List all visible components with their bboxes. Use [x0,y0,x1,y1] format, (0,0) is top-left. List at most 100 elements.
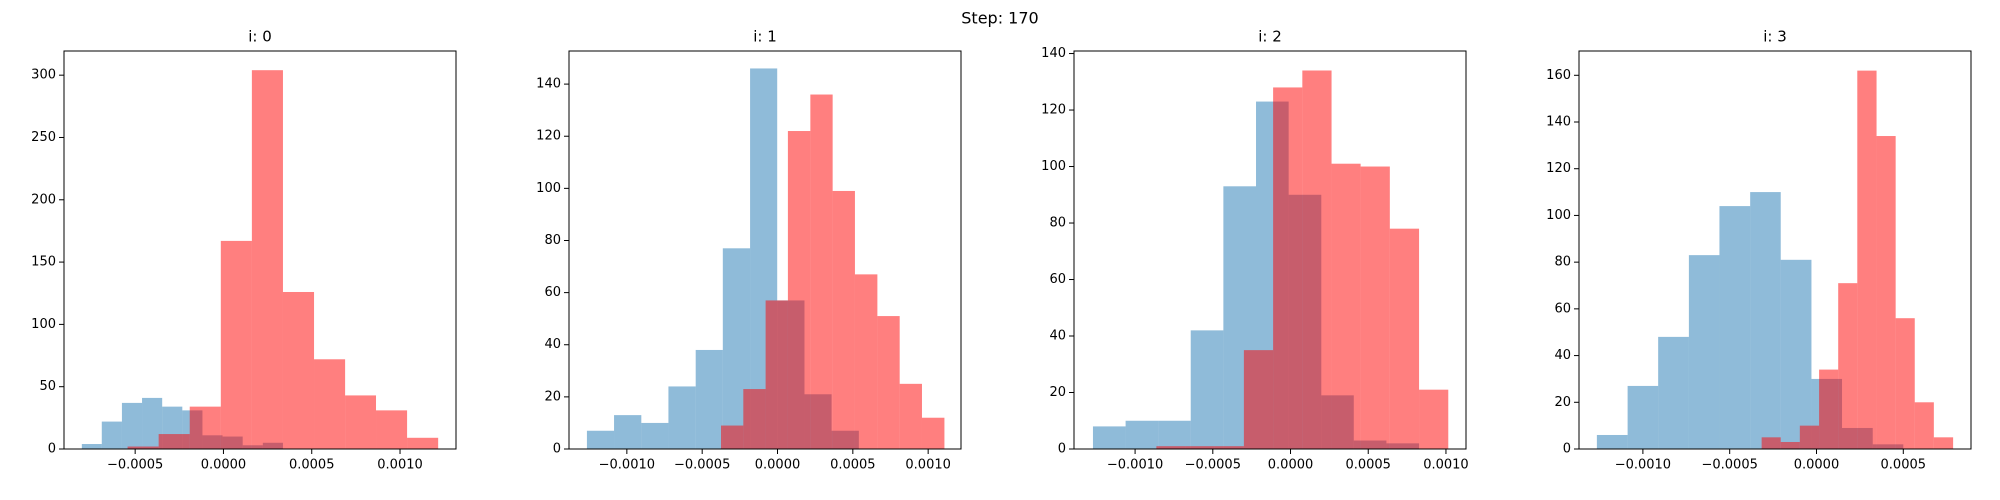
histogram-bar [832,190,855,449]
x-tick-label: 0.0000 [201,458,247,473]
histogram-bar [921,417,945,449]
histogram-bar [220,240,252,449]
histogram-bar [81,444,102,449]
histogram-bar [158,434,190,449]
y-tick-label: 100 [31,317,56,332]
histogram-bar [1780,259,1812,449]
x-tick-label: 0.0010 [377,458,423,473]
histogram-bar [765,300,788,449]
y-tick-label: 100 [1546,208,1571,223]
x-tick-label: −0.0005 [1185,458,1241,473]
y-tick-label: 120 [1546,161,1571,176]
y-tick-label: 20 [1554,395,1571,410]
x-tick-label: 0.0010 [905,458,951,473]
x-tick-label: 0.0000 [755,458,801,473]
histogram-bar [1750,192,1781,449]
histogram-bar [376,410,408,449]
histogram-bar [1719,206,1751,449]
histogram-bar [1190,330,1224,449]
histogram-bar [142,397,163,449]
y-tick-label: 50 [39,379,56,394]
histogram-bar [641,422,669,449]
y-tick-label: 150 [31,255,56,270]
y-tick-label: 80 [544,233,561,248]
histogram-bar [899,383,922,449]
y-tick-label: 60 [1554,301,1571,316]
histogram-bar [743,389,766,449]
subplot-title: i: 0 [248,28,272,46]
x-tick-label: 0.0005 [1345,458,1391,473]
histogram-bar [668,386,696,449]
figure-title: Step: 170 [961,9,1038,28]
histogram-bar [1799,425,1820,449]
histogram-bar [877,316,900,449]
y-tick-label: 0 [1058,442,1066,457]
histogram-bar [1933,437,1954,449]
x-tick-label: 0.0000 [1268,458,1314,473]
y-tick-label: 20 [544,389,561,404]
y-tick-label: 20 [1049,385,1066,400]
x-tick-label: 0.0005 [289,458,335,473]
histogram-bar [189,406,221,449]
y-tick-label: 100 [536,181,561,196]
y-tick-label: 100 [1041,159,1066,174]
histogram-bar [695,349,723,449]
x-tick-label: −0.0010 [1615,458,1671,473]
y-tick-label: 140 [1546,115,1571,130]
x-tick-label: 0.0005 [1881,458,1927,473]
histogram-bar [1331,163,1361,450]
histogram-bar [586,430,615,449]
histogram-bar [1761,437,1781,449]
y-tick-label: 80 [1049,216,1066,231]
x-tick-label: 0.0000 [1794,458,1840,473]
y-tick-label: 0 [1563,442,1571,457]
axes-frame [1578,50,1972,450]
histogram-bar [721,425,744,449]
x-tick-label: −0.0010 [599,458,655,473]
histogram-bar [1243,350,1274,449]
y-tick-label: 140 [1041,46,1066,61]
axes-frame [63,50,457,450]
histogram-bar [1688,255,1720,449]
x-tick-label: 0.0010 [1423,458,1469,473]
histogram-bar [1914,402,1934,449]
y-tick-label: 40 [1554,348,1571,363]
histogram-bar [1895,318,1915,449]
y-tick-label: 200 [31,192,56,207]
x-tick-label: −0.0005 [674,458,730,473]
histogram-bar [1596,434,1628,449]
histogram-bar [1876,136,1896,449]
y-tick-label: 120 [1041,103,1066,118]
histogram-bar [810,94,833,450]
y-tick-label: 60 [1049,272,1066,287]
histogram-bar [1360,166,1390,450]
histogram-bar [1302,70,1332,449]
y-tick-label: 60 [544,285,561,300]
y-tick-label: 120 [536,129,561,144]
histogram-bar [1273,87,1303,450]
histogram-bar [1627,385,1659,449]
y-tick-label: 300 [31,68,56,83]
y-tick-label: 0 [48,442,56,457]
subplot-title: i: 3 [1763,28,1787,46]
histogram-bar [127,446,159,449]
histogram-bar [121,402,143,449]
x-tick-label: −0.0010 [1107,458,1163,473]
y-tick-label: 250 [31,130,56,145]
subplot-title: i: 2 [1258,28,1282,46]
subplot-title: i: 1 [753,28,777,46]
histogram-bar [1158,420,1191,449]
histogram-bar [345,395,377,449]
y-tick-label: 160 [1546,68,1571,83]
y-tick-label: 80 [1554,255,1571,270]
y-tick-label: 0 [553,442,561,457]
histogram-bar [282,291,315,449]
histogram-bar [407,437,439,449]
histogram-bar [1214,446,1244,449]
histogram-bar [314,359,346,449]
x-tick-label: 0.0005 [830,458,876,473]
y-tick-label: 40 [1049,329,1066,344]
axes-frame [1073,50,1467,450]
x-tick-label: −0.0005 [1701,458,1757,473]
